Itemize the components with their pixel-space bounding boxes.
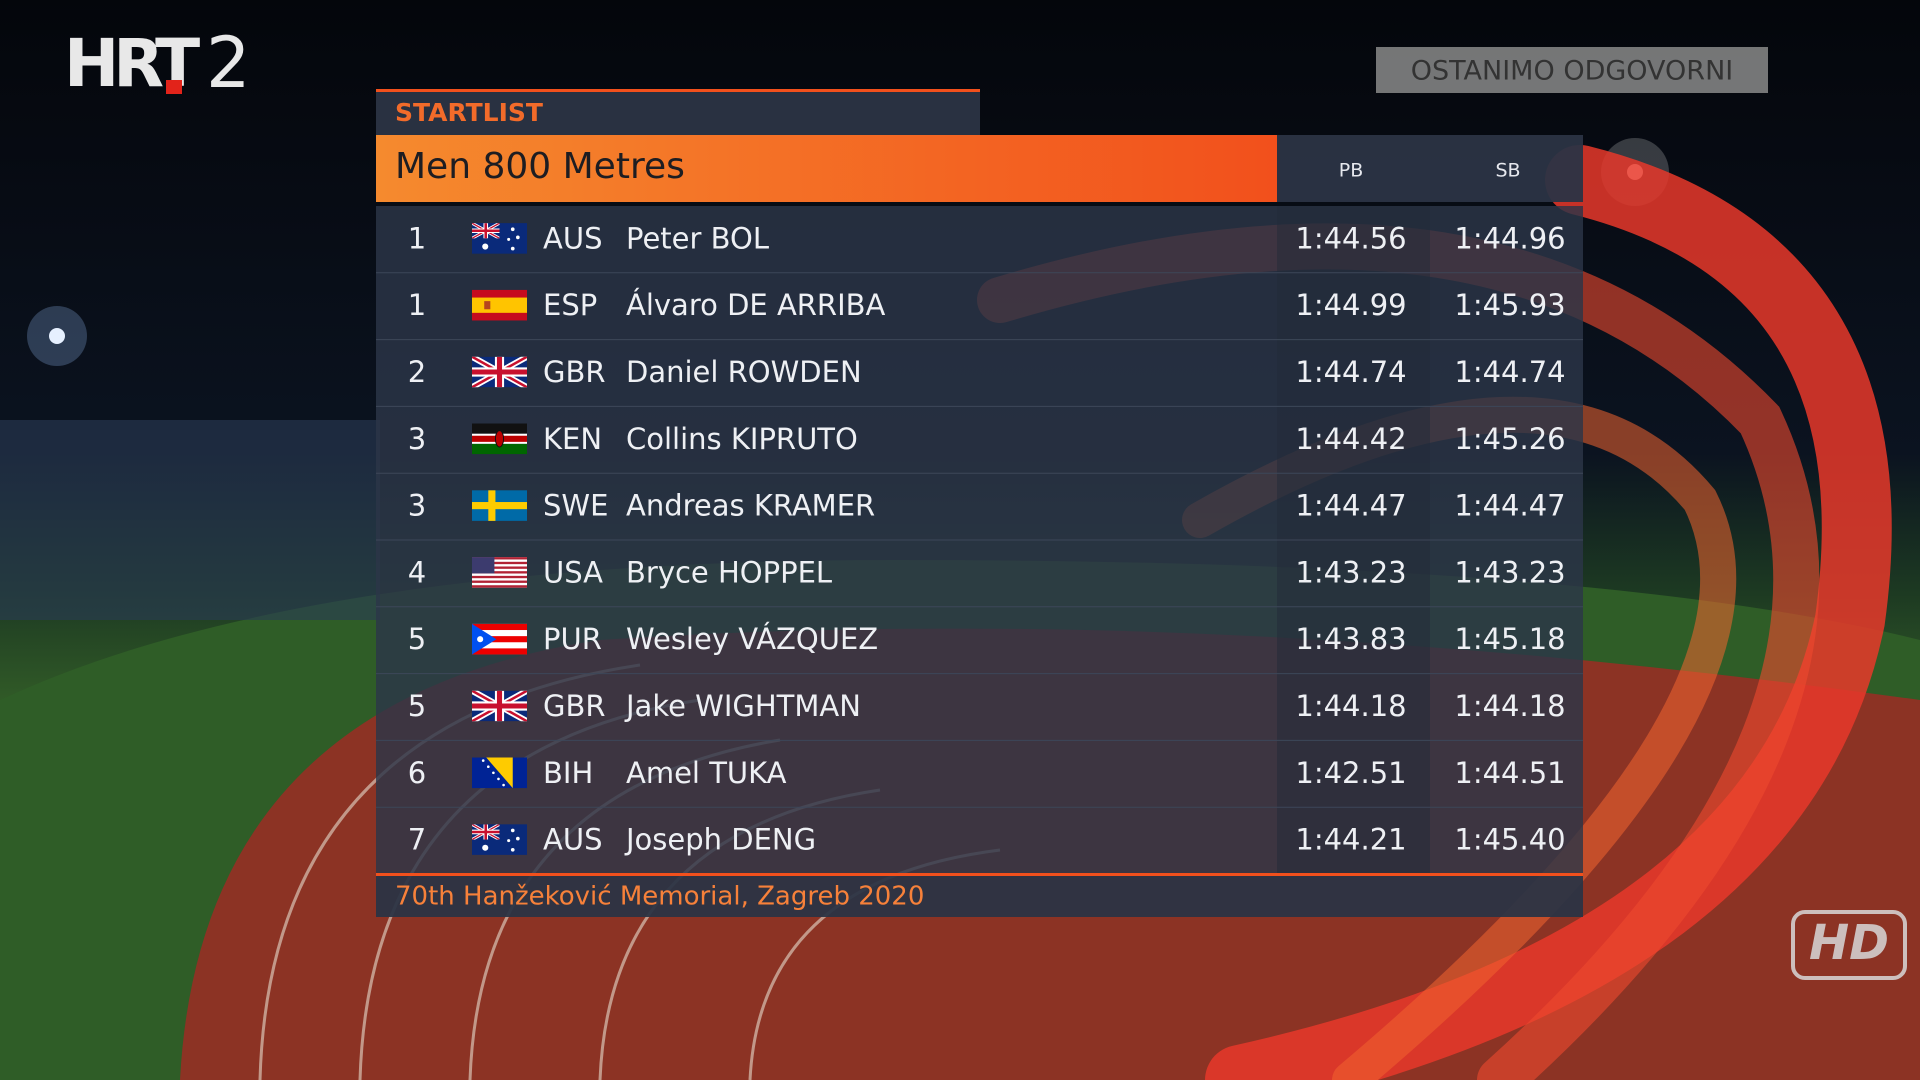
athlete-name: Collins KIPRUTO bbox=[626, 422, 858, 456]
athlete-name: Álvaro DE ARRIBA bbox=[626, 288, 886, 322]
personal-best: 1:44.21 bbox=[1295, 823, 1406, 857]
lane: 5 bbox=[408, 622, 426, 656]
athlete-name: Joseph DENG bbox=[624, 823, 816, 857]
channel-name: HRT bbox=[64, 25, 200, 102]
flag bbox=[472, 289, 527, 321]
column-header: PB bbox=[1339, 160, 1364, 182]
season-best: 1:44.47 bbox=[1454, 489, 1565, 523]
season-best: 1:44.18 bbox=[1454, 689, 1565, 723]
country-code: SWE bbox=[543, 489, 608, 523]
lane: 3 bbox=[408, 422, 426, 456]
flag bbox=[472, 824, 527, 855]
personal-best: 1:44.56 bbox=[1295, 221, 1406, 255]
rows: 1 AUS Peter BOL 1:44.56 1:44.96 1 ESP Álvaro DE… bbox=[376, 221, 1583, 857]
personal-best: 1:43.83 bbox=[1295, 622, 1406, 656]
badge-text: OSTANIMO ODGOVORNI bbox=[1411, 56, 1733, 87]
country-code: PUR bbox=[543, 622, 602, 656]
season-best: 1:44.74 bbox=[1454, 355, 1565, 389]
athlete-name: Jake WIGHTMAN bbox=[624, 689, 861, 723]
hd-logo: HD bbox=[1809, 915, 1889, 971]
lane: 5 bbox=[408, 689, 426, 723]
flag bbox=[472, 757, 527, 789]
startlist-panel: STARTLIST Men 800 Metres PB SB 1 AUS Peter… bbox=[376, 89, 1583, 917]
flag bbox=[472, 691, 527, 722]
lane: 4 bbox=[408, 555, 426, 589]
personal-best: 1:44.74 bbox=[1295, 355, 1406, 389]
country-code: ESP bbox=[543, 288, 597, 322]
hd-frame bbox=[1791, 910, 1907, 980]
athlete-name: Wesley VÁZQUEZ bbox=[626, 622, 878, 656]
athlete-name: Amel TUKA bbox=[626, 756, 787, 790]
title-bar bbox=[376, 135, 1277, 202]
event-title: Men 800 Metres bbox=[395, 146, 685, 187]
lane: 3 bbox=[408, 489, 426, 523]
startlist-row: 5 GBR Jake WIGHTMAN 1:44.18 1:44.18 bbox=[376, 673, 1583, 723]
personal-best: 1:44.18 bbox=[1295, 689, 1406, 723]
channel-logo: HRT 2 bbox=[64, 22, 251, 104]
startlist-row: 1 AUS Peter BOL 1:44.56 1:44.96 bbox=[408, 221, 1566, 255]
season-best: 1:44.51 bbox=[1454, 756, 1565, 790]
footer-accent bbox=[376, 873, 1583, 876]
footer-text: 70th Hanžeković Memorial, Zagreb 2020 bbox=[395, 882, 924, 912]
channel-number: 2 bbox=[206, 22, 251, 104]
badge-box bbox=[1376, 47, 1768, 93]
startlist-row: 7 AUS Joseph DENG 1:44.21 1:45.40 bbox=[376, 806, 1583, 857]
athlete-name: Andreas KRAMER bbox=[626, 489, 875, 523]
startlist-row: 2 GBR Daniel ROWDEN 1:44.74 1:44.74 bbox=[376, 339, 1583, 389]
personal-best: 1:44.99 bbox=[1295, 288, 1406, 322]
startlist-row: 5 PUR Wesley VÁZQUEZ 1:43.83 1:45.18 bbox=[376, 606, 1583, 656]
athlete-name: Daniel ROWDEN bbox=[626, 355, 862, 389]
startlist-row: 4 USA Bryce HOPPEL 1:43.23 1:43.23 bbox=[376, 539, 1583, 589]
season-best: 1:45.18 bbox=[1454, 622, 1565, 656]
country-code: USA bbox=[543, 555, 603, 589]
startlist-row: 1 ESP Álvaro DE ARRIBA 1:44.99 1:45.93 bbox=[376, 272, 1583, 322]
footer-bar bbox=[376, 876, 1583, 917]
country-code: AUS bbox=[543, 221, 602, 255]
season-best: 1:45.26 bbox=[1454, 422, 1565, 456]
lane: 6 bbox=[408, 756, 426, 790]
startlist-row: 3 KEN Collins KIPRUTO 1:44.42 1:45.26 bbox=[376, 405, 1583, 456]
flag bbox=[472, 357, 527, 388]
season-best: 1:45.93 bbox=[1454, 288, 1565, 322]
season-best: 1:45.40 bbox=[1454, 823, 1565, 857]
flag bbox=[472, 422, 527, 455]
athlete-name: Bryce HOPPEL bbox=[626, 555, 832, 589]
flag bbox=[472, 557, 527, 588]
lane: 1 bbox=[408, 288, 426, 322]
season-best: 1:44.96 bbox=[1454, 221, 1565, 255]
personal-best: 1:42.51 bbox=[1295, 756, 1406, 790]
lane: 2 bbox=[408, 355, 426, 389]
country-code: BIH bbox=[543, 756, 593, 790]
personal-best: 1:44.47 bbox=[1295, 489, 1406, 523]
country-code: GBR bbox=[543, 355, 606, 389]
personal-best: 1:44.42 bbox=[1295, 422, 1406, 456]
tab bbox=[376, 89, 980, 135]
personal-best: 1:43.23 bbox=[1295, 555, 1406, 589]
startlist-row: 3 SWE Andreas KRAMER 1:44.47 1:44.47 bbox=[376, 472, 1583, 523]
country-code: AUS bbox=[543, 823, 602, 857]
athlete-name: Peter BOL bbox=[626, 221, 769, 255]
logo-accent bbox=[166, 80, 182, 94]
flag bbox=[472, 223, 527, 254]
country-code: KEN bbox=[543, 422, 602, 456]
startlist-row: 6 BIH Amel TUKA 1:42.51 1:44.51 bbox=[376, 739, 1583, 790]
tab-accent bbox=[376, 89, 980, 92]
column-header: SB bbox=[1495, 160, 1520, 182]
column-header-bar bbox=[1277, 135, 1583, 202]
lane: 7 bbox=[408, 823, 426, 857]
flag bbox=[472, 490, 527, 521]
country-code: GBR bbox=[543, 689, 606, 723]
startlist-label: STARTLIST bbox=[395, 98, 543, 127]
flag bbox=[472, 623, 527, 655]
lane: 1 bbox=[408, 221, 426, 255]
season-best: 1:43.23 bbox=[1454, 555, 1565, 589]
